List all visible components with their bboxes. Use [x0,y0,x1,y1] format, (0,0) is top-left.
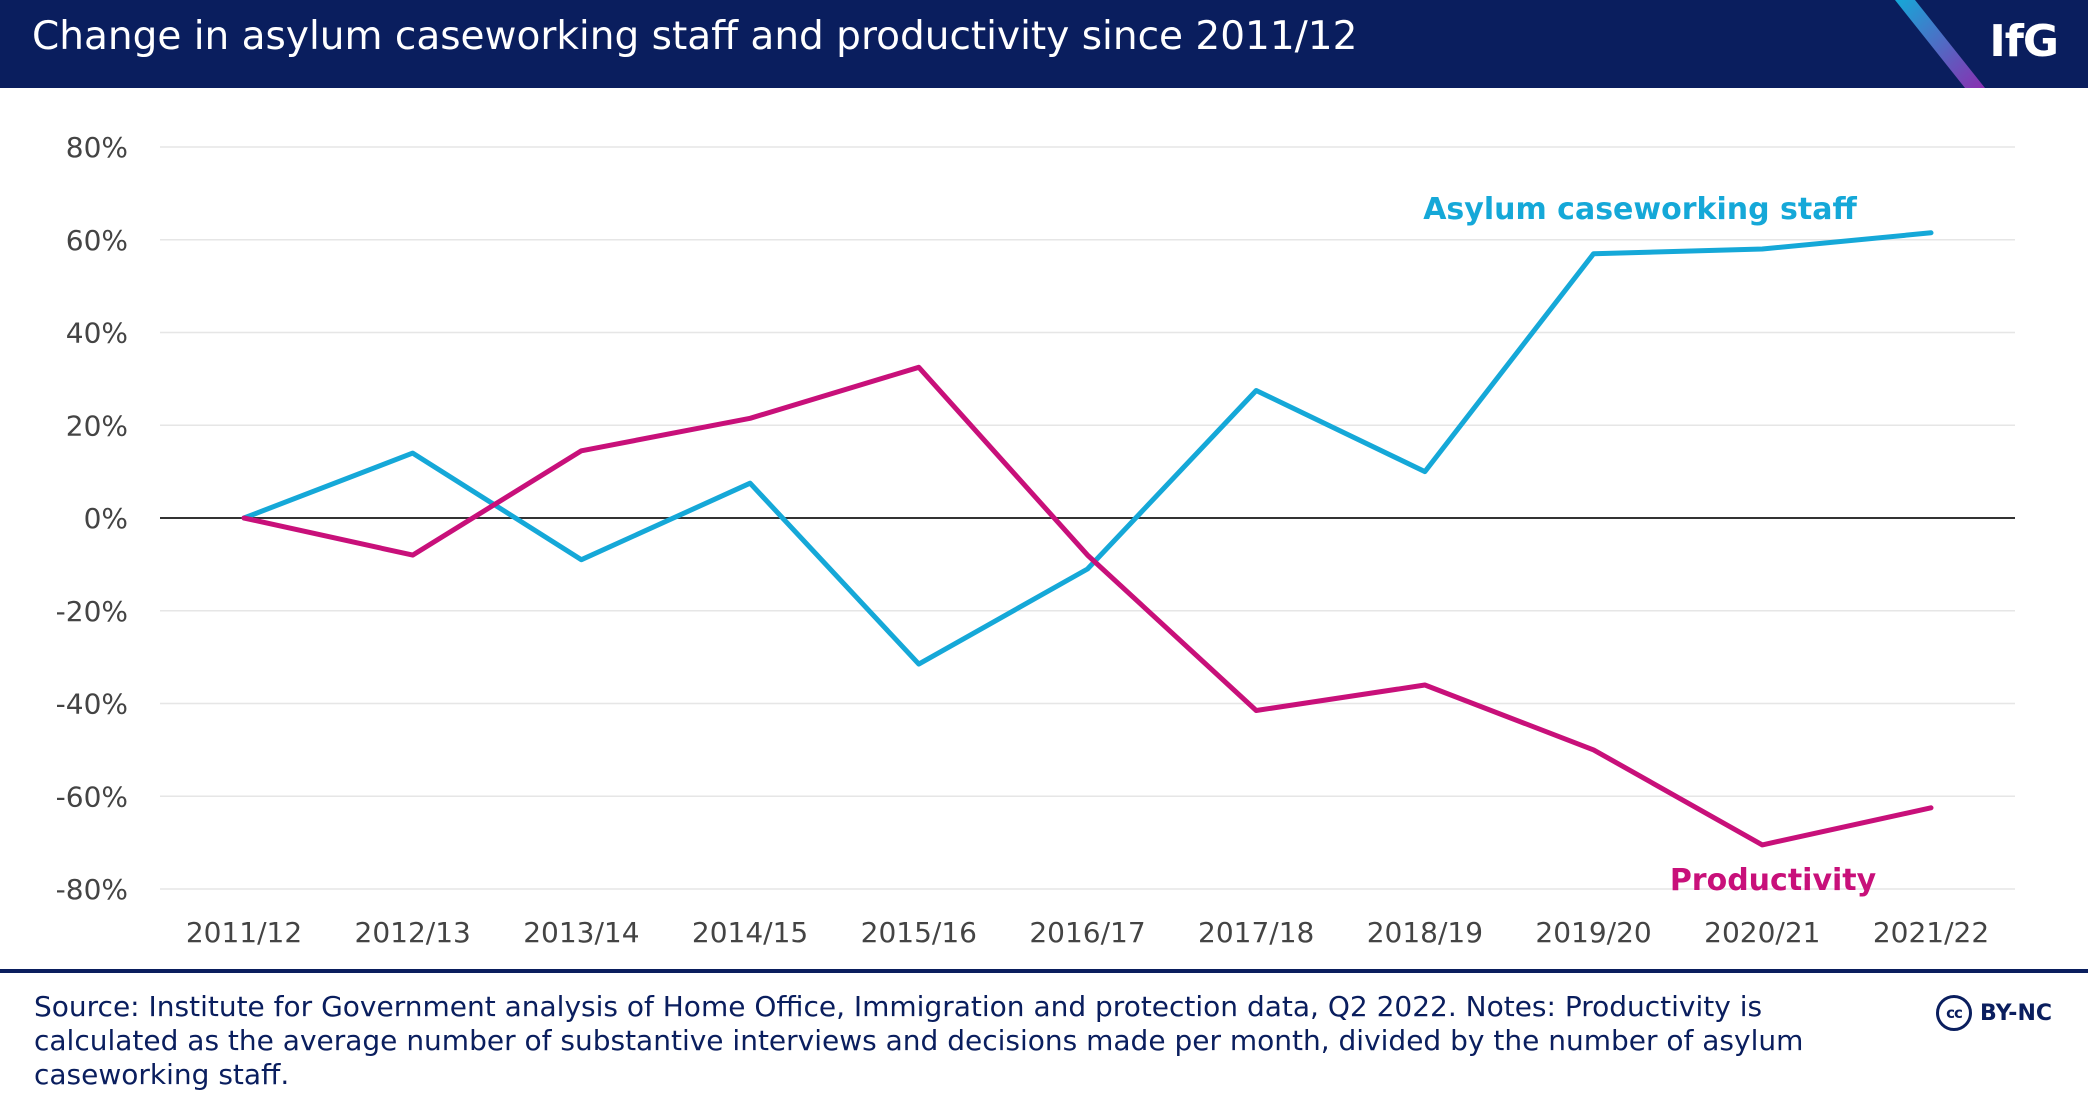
series-line-staff [241,230,1934,667]
x-tick-label: 2013/14 [523,916,639,949]
x-tick-label: 2016/17 [1029,916,1145,949]
header-bar: Change in asylum caseworking staff and p… [0,0,2088,88]
y-tick-label: 60% [66,224,128,257]
y-axis: 80% 60% 40% 20% 0% -20% -40% -60% -80% [56,131,128,906]
x-tick-label: 2020/21 [1704,916,1820,949]
series-labels: Asylum caseworking staff Productivity [1423,192,1876,898]
x-tick-label: 2012/13 [355,916,471,949]
chart-title: Change in asylum caseworking staff and p… [32,14,1358,59]
y-tick-label: -40% [56,688,128,721]
gridlines [160,146,2015,890]
x-tick-label: 2011/12 [186,916,302,949]
y-tick-label: -80% [56,873,128,906]
ifg-logo: IfG [1989,16,2059,67]
x-tick-label: 2014/15 [692,916,808,949]
footer-divider [0,969,2088,973]
y-tick-label: -60% [56,780,128,813]
line-chart: 80%60%40%20%0%-20%-40%-60%-80% 2011/12 20… [56,131,2015,949]
x-axis: 2011/12 2012/13 2013/14 2014/15 2015/16 2016/… [186,916,1989,949]
series-line-productivity [241,364,1934,848]
x-tick-label: 2015/16 [861,916,977,949]
logo-stripe-icon [1895,0,1985,88]
series-label-staff: Asylum caseworking staff [1423,192,1857,227]
series-label-productivity: Productivity [1670,863,1877,898]
series-lines [241,230,1934,848]
x-tick-label: 2021/22 [1873,916,1989,949]
y-tick-label: 40% [66,317,128,350]
source-note: Source: Institute for Government analysi… [34,990,1804,1091]
license-badge: cc BY-NC [1936,990,2052,1036]
y-tick-label: -20% [56,595,128,628]
x-tick-label: 2017/18 [1198,916,1314,949]
license-label: BY-NC [1980,1000,2052,1026]
creative-commons-icon: cc [1936,995,1973,1031]
y-tick-label: 80% [66,131,128,164]
y-tick-label: 20% [66,409,128,442]
x-tick-label: 2019/20 [1535,916,1651,949]
y-tick-label: 0% [84,502,128,535]
x-tick-label: 2018/19 [1367,916,1483,949]
